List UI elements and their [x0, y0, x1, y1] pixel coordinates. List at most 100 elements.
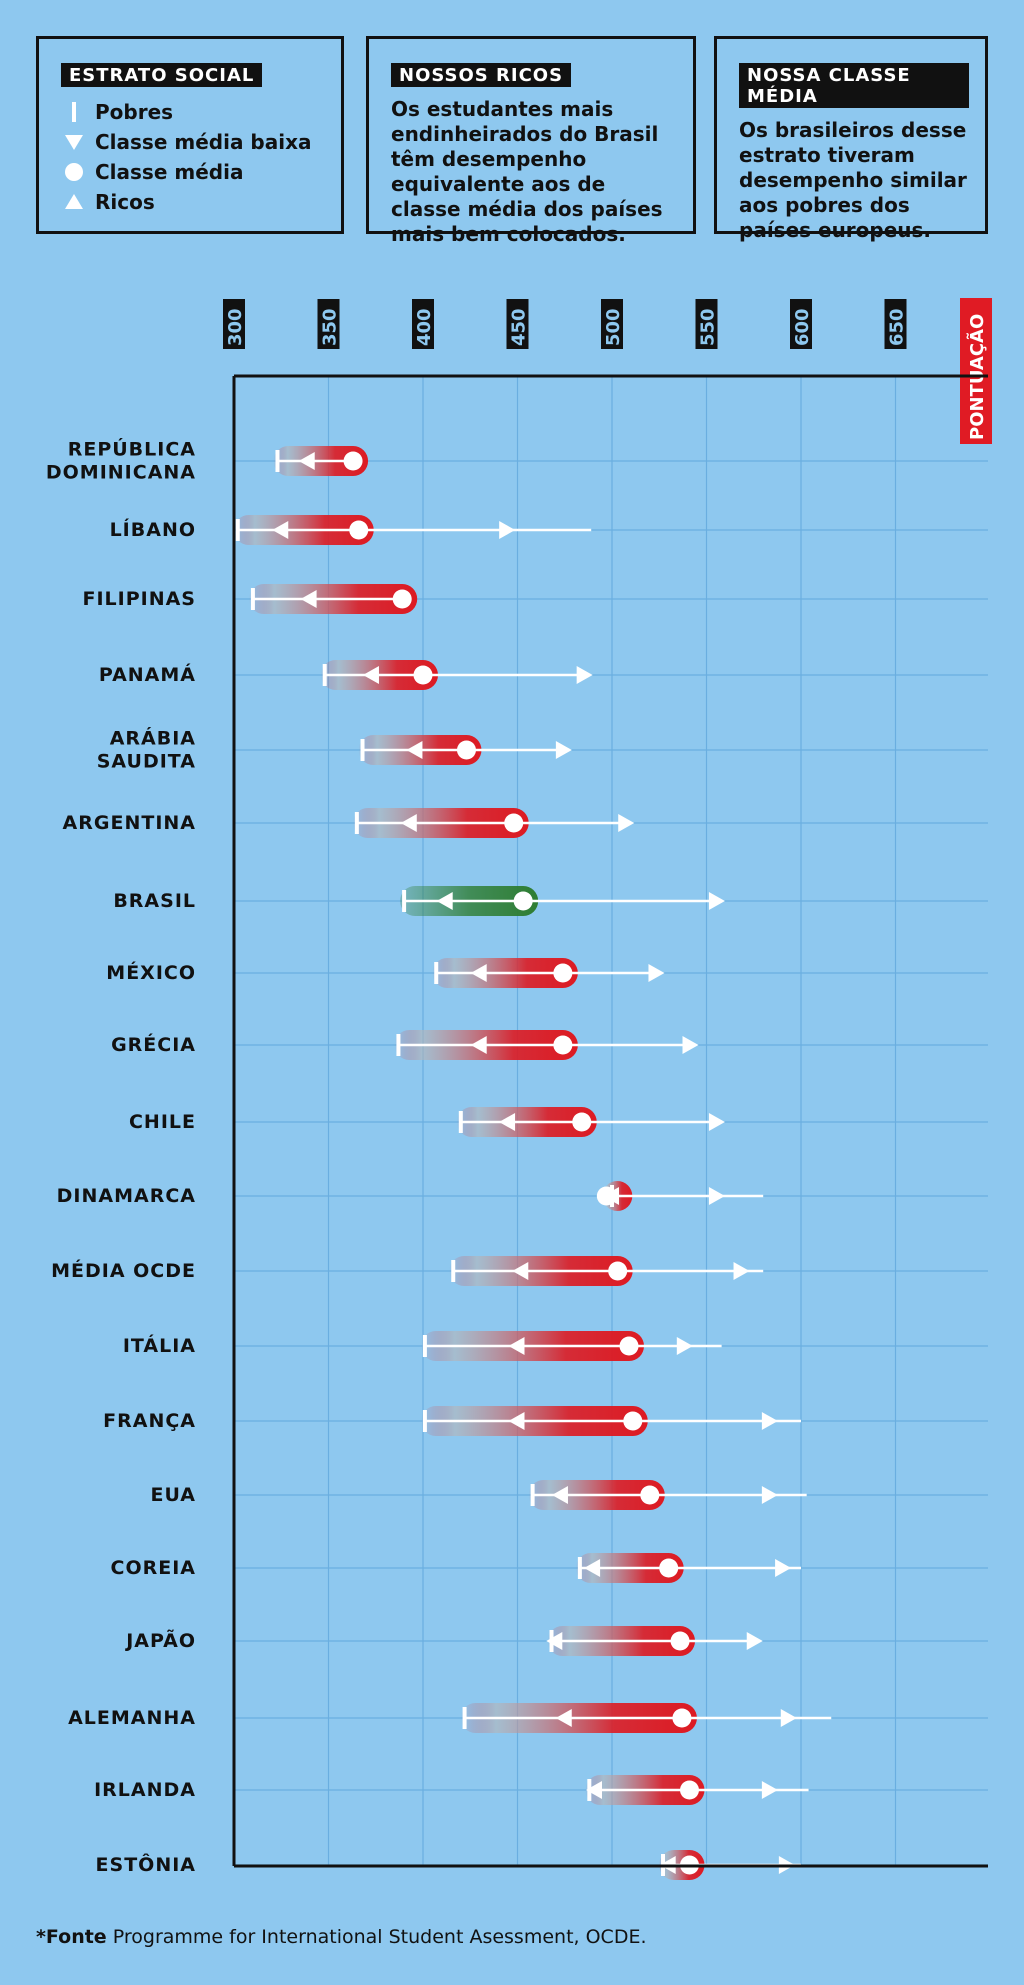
pobres-marker [354, 812, 359, 834]
legend-label: Classe média [95, 160, 244, 184]
pobres-marker [451, 1260, 456, 1282]
country-row: DINAMARCA [57, 1181, 988, 1211]
classe-media-baixa-marker [512, 1262, 529, 1280]
classe-media-marker [670, 1631, 690, 1651]
tick-label: 650 [887, 308, 908, 346]
country-label: ARGENTINA [63, 812, 196, 834]
ricos-marker [780, 1709, 797, 1727]
ricos-marker [746, 1632, 763, 1650]
legend-box: ESTRATO SOCIAL Pobres Classe média baixa… [36, 36, 344, 234]
axis-title-bg [960, 298, 992, 444]
ricos-marker [761, 1412, 778, 1430]
classe-media-baixa-marker [555, 1709, 572, 1727]
classe-media-baixa-marker [585, 1781, 602, 1799]
country-label: LÍBANO [110, 518, 196, 541]
country-row: PANAMÁ [99, 660, 988, 690]
classe-media-baixa-marker [546, 1632, 563, 1650]
ricos-marker [499, 521, 516, 539]
classe-media-marker [504, 813, 524, 833]
pobres-marker [530, 1484, 535, 1506]
country-row: MÉDIA OCDE [51, 1256, 988, 1286]
classe-media-baixa-marker [272, 521, 289, 539]
classe-media-marker [672, 1708, 692, 1728]
tick-label: 600 [792, 308, 813, 346]
classe-media-baixa-marker [436, 892, 453, 910]
ricos-marker [555, 741, 572, 759]
country-label: COREIA [111, 1557, 196, 1579]
pobres-marker [434, 962, 439, 984]
axis-layer: PONTUAÇÃO [232, 298, 992, 1868]
legend-item-ricos: Ricos [61, 187, 325, 217]
country-label: CHILE [129, 1111, 196, 1133]
legend-label: Pobres [95, 100, 174, 124]
rich-box-title: NOSSOS RICOS [391, 63, 572, 87]
legend-list: Pobres Classe média baixa Classe média R… [61, 97, 325, 217]
classe-media-baixa-marker [584, 1559, 601, 1577]
source-text: Programme for International Student Ases… [106, 1926, 647, 1948]
country-label: ALEMANHA [68, 1707, 196, 1729]
country-row: FILIPINAS [82, 584, 988, 614]
classe-media-marker [619, 1336, 639, 1356]
classe-media-baixa-marker [508, 1337, 525, 1355]
tick-label-layer: 300 350 400 450 500 550 600 650 [223, 299, 908, 349]
legend-title: ESTRATO SOCIAL [61, 63, 263, 87]
legend-label: Ricos [95, 190, 155, 214]
classe-media-baixa-marker [499, 1113, 516, 1131]
classe-media-baixa-marker [406, 741, 423, 759]
country-label: PANAMÁ [99, 663, 196, 686]
classe-media-marker [392, 589, 412, 609]
country-label: GRÉCIA [111, 1033, 196, 1056]
classe-media-marker [456, 740, 476, 760]
ricos-marker [775, 1559, 792, 1577]
country-label: ESTÔNIA [96, 1852, 196, 1876]
legend-item-pobres: Pobres [61, 97, 325, 127]
classe-media-marker [623, 1411, 643, 1431]
tick-label-bg [884, 299, 907, 349]
tick-icon [61, 101, 87, 123]
triangle-down-icon [61, 132, 87, 152]
country-label: DOMINICANA [46, 462, 196, 484]
classe-media-marker [679, 1780, 699, 1800]
middle-box-title: NOSSA CLASSE MÉDIA [739, 63, 969, 108]
classe-media-marker [640, 1485, 660, 1505]
classe-media-marker [413, 665, 433, 685]
source-label: *Fonte [36, 1926, 107, 1948]
country-row: ITÁLIA [123, 1331, 988, 1361]
classe-media-baixa-marker [400, 814, 417, 832]
ricos-marker [761, 1781, 778, 1799]
classe-media-baixa-marker [300, 590, 317, 608]
tick-label: 300 [225, 308, 246, 346]
pobres-marker [396, 1034, 401, 1056]
country-label: FILIPINAS [82, 588, 196, 610]
pobres-marker [360, 739, 365, 761]
rich-box-text: Os estudantes mais endinheirados do Bras… [391, 97, 663, 246]
country-label: SAUDITA [97, 751, 196, 773]
source-footnote: *Fonte Programme for International Stude… [36, 1926, 647, 1948]
pobres-marker [235, 519, 240, 541]
classe-media-baixa-marker [362, 666, 379, 684]
tick-label: 450 [509, 308, 530, 346]
tick-label-bg [790, 299, 812, 349]
pobres-marker [275, 450, 280, 472]
classe-media-marker [659, 1558, 679, 1578]
classe-media-baixa-marker [508, 1412, 525, 1430]
classe-media-marker [553, 1035, 573, 1055]
tick-label-bg [412, 299, 434, 349]
legend-label: Classe média baixa [95, 130, 312, 154]
classe-media-marker [596, 1186, 616, 1206]
ricos-marker [708, 892, 725, 910]
country-label: MÉXICO [106, 961, 196, 984]
country-label: EUA [150, 1484, 196, 1506]
country-row: IRLANDA [94, 1775, 988, 1805]
classe-media-baixa-marker [470, 1036, 487, 1054]
ricos-marker [733, 1262, 750, 1280]
country-row: CHILE [129, 1107, 988, 1137]
tick-label-bg [223, 299, 245, 349]
country-label: ITÁLIA [123, 1334, 196, 1357]
ricos-marker [676, 1337, 693, 1355]
classe-media-baixa-marker [551, 1486, 568, 1504]
pobres-marker [422, 1410, 427, 1432]
country-row: EUA [150, 1480, 988, 1510]
legend-item-classe-media-baixa: Classe média baixa [61, 127, 325, 157]
